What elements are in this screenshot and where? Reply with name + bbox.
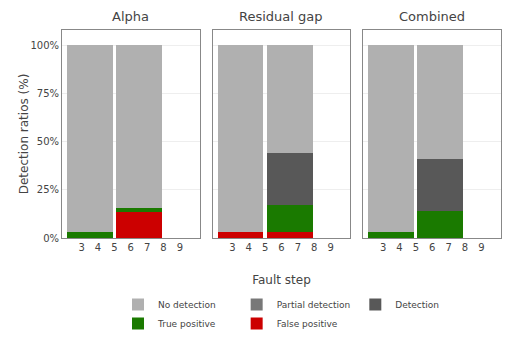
svg-text:8: 8	[462, 242, 468, 253]
svg-text:9: 9	[177, 242, 183, 253]
svg-text:7: 7	[144, 242, 150, 253]
svg-text:False positive: False positive	[277, 319, 338, 329]
svg-text:100%: 100%	[30, 40, 59, 51]
svg-text:9: 9	[478, 242, 484, 253]
svg-text:Combined: Combined	[399, 9, 465, 24]
svg-text:4: 4	[246, 242, 252, 253]
svg-text:7: 7	[445, 242, 451, 253]
svg-text:No detection: No detection	[158, 300, 216, 310]
svg-text:Partial detection: Partial detection	[277, 300, 351, 310]
svg-text:3: 3	[380, 242, 386, 253]
svg-text:6: 6	[429, 242, 435, 253]
svg-text:9: 9	[327, 242, 333, 253]
svg-text:4: 4	[95, 242, 101, 253]
svg-text:5: 5	[111, 242, 117, 253]
svg-text:5: 5	[413, 242, 419, 253]
svg-text:75%: 75%	[37, 88, 59, 99]
svg-text:7: 7	[295, 242, 301, 253]
svg-text:True positive: True positive	[157, 319, 216, 329]
svg-text:Alpha: Alpha	[112, 9, 149, 24]
svg-text:4: 4	[396, 242, 402, 253]
svg-text:3: 3	[78, 242, 84, 253]
svg-text:Fault step: Fault step	[252, 273, 311, 287]
svg-text:3: 3	[229, 242, 235, 253]
svg-text:Detection ratios (%): Detection ratios (%)	[17, 74, 31, 195]
svg-text:0%: 0%	[43, 233, 59, 244]
svg-text:8: 8	[311, 242, 317, 253]
svg-text:5: 5	[262, 242, 268, 253]
svg-text:6: 6	[278, 242, 284, 253]
svg-text:25%: 25%	[37, 184, 59, 195]
svg-text:8: 8	[160, 242, 166, 253]
svg-text:6: 6	[128, 242, 134, 253]
svg-text:50%: 50%	[37, 136, 59, 147]
svg-text:Detection: Detection	[395, 300, 439, 310]
svg-text:Residual gap: Residual gap	[239, 9, 323, 24]
